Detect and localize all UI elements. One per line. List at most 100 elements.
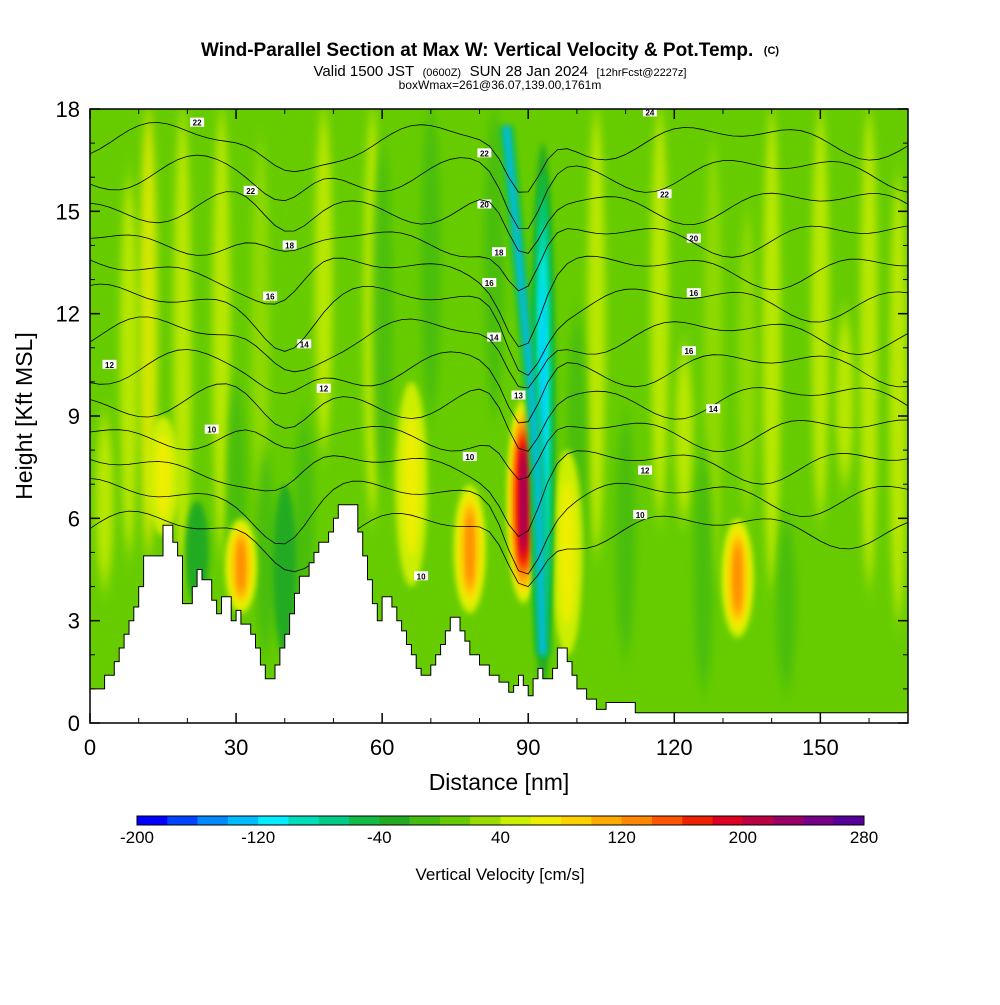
x-tick-label: 120 [656, 735, 693, 760]
theta-contour-line [90, 255, 908, 348]
velocity-band [889, 177, 908, 621]
colorbar-swatch [318, 816, 350, 825]
colorbar-swatch [409, 816, 441, 825]
contour-label-text: 20 [480, 201, 489, 210]
y-axis-label: Height [Kft MSL] [11, 332, 37, 499]
y-tick-label: 15 [56, 199, 80, 224]
colorbar-tick-label: -200 [120, 828, 154, 847]
velocity-band [650, 109, 669, 519]
chart-subtitle: Valid 1500 JST (0600Z) SUN 28 Jan 2024 [… [314, 63, 687, 80]
theta-contour-line [90, 154, 908, 229]
contour-label-text: 14 [709, 405, 718, 414]
contour-label-text: 16 [266, 293, 275, 302]
contour-label-bg [492, 247, 506, 257]
colorbar-swatch [349, 816, 380, 825]
colorbar-swatch [470, 816, 501, 825]
colorbar-swatch [227, 816, 259, 825]
x-tick-label: 60 [370, 735, 394, 760]
downdraft-core [185, 501, 210, 604]
colorbar: -200 -120 -40 40 120 200 280 [120, 815, 878, 847]
theta-contour-label: 20 [686, 233, 701, 244]
contour-label-text: 22 [246, 187, 255, 196]
contour-label-text: 18 [495, 248, 504, 257]
velocity-band [776, 518, 797, 689]
theta-contour-line [90, 383, 908, 452]
colorbar-tick-label: 280 [850, 828, 878, 847]
contour-label-text: 14 [300, 340, 309, 349]
colorbar-tick-label: 120 [607, 828, 635, 847]
theta-contour-line [90, 283, 908, 376]
contour-label-text: 10 [207, 426, 216, 435]
colorbar-swatch [742, 816, 774, 825]
contour-label-bg [511, 390, 526, 400]
theta-contour-label: 10 [414, 571, 429, 581]
velocity-band [762, 109, 781, 587]
contour-label-text: 16 [689, 289, 698, 298]
contour-label-text: 22 [660, 190, 669, 199]
contour-label-bg [263, 291, 278, 301]
valid-utc-label: (0600Z) [423, 67, 462, 79]
chart-title-main: Wind-Parallel Section at Max W: Vertical… [201, 40, 753, 61]
theta-contour-label: 10 [633, 509, 648, 520]
x-tick-label: 150 [802, 735, 839, 760]
contour-label-bg [477, 199, 492, 209]
theta-contour-label: 14 [487, 332, 502, 343]
axes: 0 30 60 90 120 150 0 3 6 9 12 15 18 [56, 97, 909, 760]
y-tick-label: 3 [68, 609, 80, 634]
contour-label-text: 10 [417, 572, 426, 581]
theta-contour-label: 18 [492, 247, 506, 257]
y-tick-label: 0 [68, 711, 80, 736]
theta-contour-label: 16 [686, 288, 701, 298]
colorbar-swatch [651, 816, 683, 825]
theta-contour-line [90, 510, 908, 588]
contour-label-text: 20 [689, 235, 698, 244]
velocity-band [675, 347, 694, 519]
y-tick-label: 18 [56, 97, 80, 122]
velocity-band [173, 109, 192, 587]
colorbar-swatch [137, 816, 168, 825]
velocity-band [835, 313, 854, 485]
velocity-band [95, 416, 114, 587]
contour-label-bg [686, 288, 701, 298]
x-axis-label: Distance [nm] [429, 769, 570, 795]
contour-label-text: 16 [684, 347, 693, 356]
contour-label-bg [706, 404, 721, 414]
colorbar-tick-label: 40 [491, 828, 510, 847]
theta-contour-label: 22 [243, 185, 258, 196]
colorbar-swatch [530, 816, 562, 825]
valid-time-label: Valid 1500 JST [314, 63, 415, 80]
contour-label-text: 18 [285, 241, 294, 250]
valid-date-label: SUN 28 Jan 2024 [470, 63, 588, 80]
contour-label-text: 16 [485, 279, 494, 288]
contour-label-bg [243, 185, 258, 195]
plot-area: 10 10 10 10 12 12 12 13 14 14 14 16 16 16 16 18 18 20 20 22… [90, 109, 908, 723]
colorbar-swatch [500, 816, 532, 825]
theta-contour-label: 13 [511, 390, 526, 401]
contour-label-text: 10 [465, 453, 474, 462]
theta-contour-line [90, 191, 908, 254]
updraft-core [734, 546, 741, 610]
contour-label-bg [462, 451, 477, 461]
contour-label-bg [190, 117, 205, 127]
contour-label-bg [657, 189, 672, 199]
theta-contour-label: 14 [706, 404, 721, 414]
theta-contour-line [90, 349, 908, 424]
contour-label-text: 10 [636, 511, 645, 520]
theta-contour-label: 12 [316, 383, 331, 394]
contour-label-bg [633, 509, 648, 519]
colorbar-tick-label: -120 [241, 828, 275, 847]
theta-contour-label: 22 [190, 117, 205, 128]
theta-contour-label: 10 [462, 451, 477, 462]
contour-label-text: 22 [193, 119, 202, 128]
contour-label-bg [297, 339, 312, 349]
contour-label-bg [414, 571, 429, 581]
theta-contour-label: 20 [477, 199, 492, 210]
updraft-core [466, 515, 473, 583]
x-tick-label: 0 [84, 735, 96, 760]
colorbar-swatch [379, 816, 410, 825]
contour-label-bg [316, 383, 331, 393]
contour-label-text: 14 [490, 334, 499, 343]
x-tick-label: 90 [516, 735, 540, 760]
